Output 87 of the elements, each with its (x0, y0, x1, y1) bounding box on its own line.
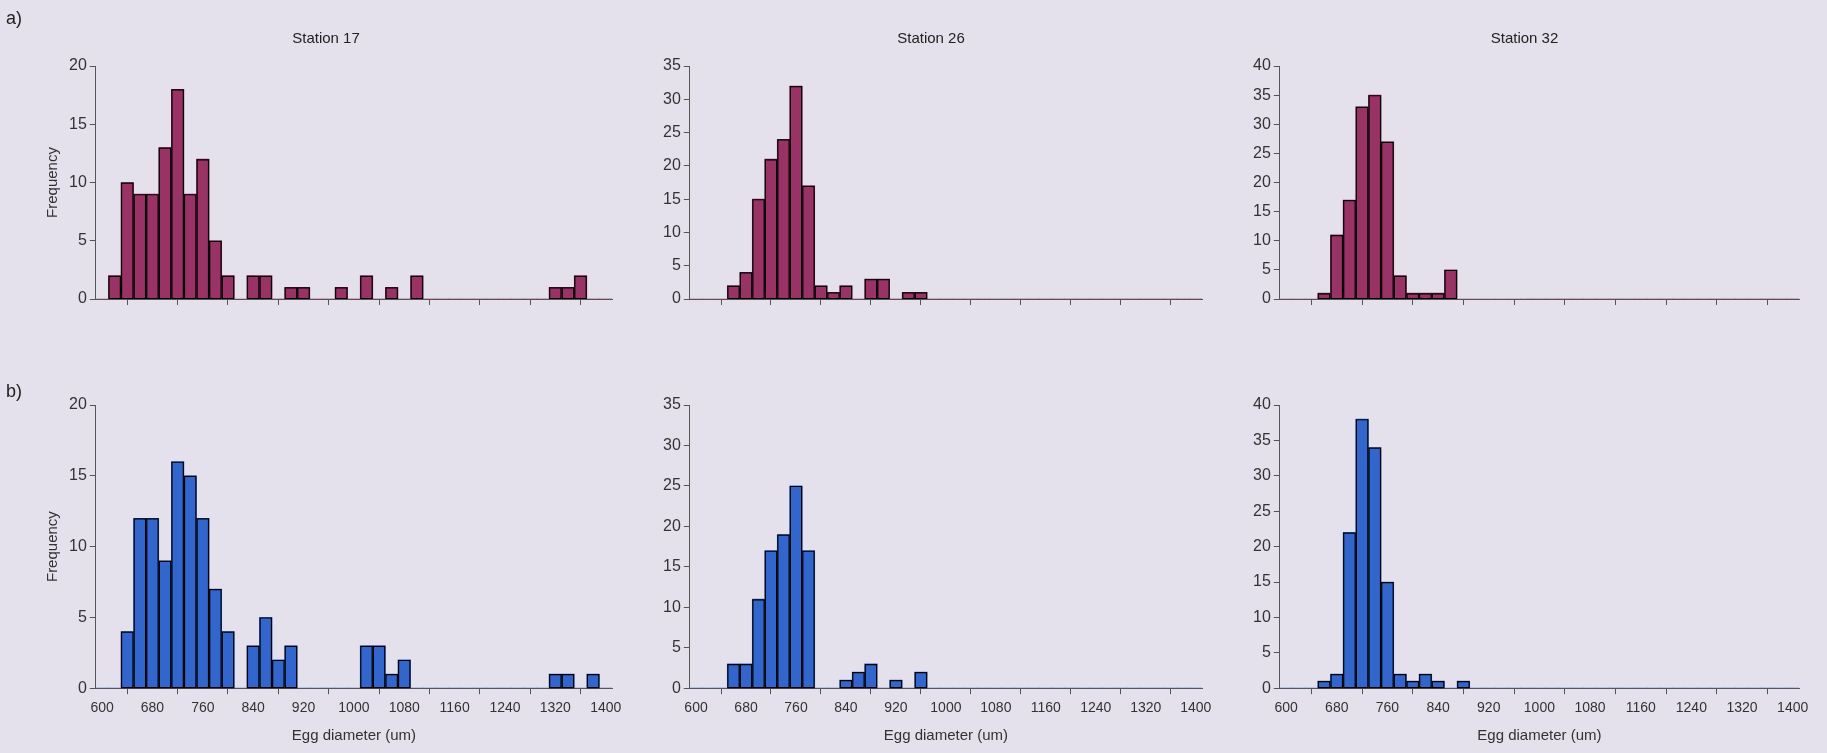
x-tick-label: 1080 (1574, 699, 1606, 716)
x-tick-label: 1240 (1080, 699, 1112, 716)
x-tick-label: 1000 (930, 699, 962, 716)
y-tick-label: 20 (663, 516, 681, 534)
x-tick-label: 1320 (539, 699, 572, 716)
y-tick-label: 0 (671, 678, 681, 696)
y-tick-label: 0 (77, 289, 87, 307)
x-axis-title: Egg diameter (um) (291, 726, 417, 744)
chart-title: Station 26 (897, 29, 965, 47)
chart-title: Station 17 (292, 29, 360, 47)
y-tick-label: 10 (663, 222, 681, 240)
y-tick-label: 0 (77, 678, 87, 696)
x-axis-title: Egg diameter (um) (883, 726, 1009, 744)
x-tick-label: 680 (734, 699, 758, 716)
y-tick-label: 15 (663, 557, 681, 575)
x-tick-label: 920 (291, 699, 316, 716)
y-tick-label: 15 (69, 114, 87, 132)
y-tick-label: 5 (77, 607, 87, 625)
y-tick-label: 35 (663, 395, 681, 413)
y-tick-label: 25 (1253, 501, 1271, 519)
x-tick-label: 680 (1325, 699, 1349, 716)
y-tick-label: 40 (1253, 56, 1271, 74)
x-tick-label: 600 (90, 699, 114, 716)
x-tick-label: 1080 (980, 699, 1012, 716)
y-tick-label: 25 (1253, 143, 1271, 161)
x-tick-label: 760 (1375, 699, 1400, 716)
y-tick-label: 0 (671, 289, 681, 307)
x-tick-label: 1400 (590, 699, 622, 716)
x-tick-label: 680 (140, 699, 165, 716)
y-tick-label: 15 (69, 466, 87, 484)
x-axis-title: Egg diameter (um) (1477, 726, 1602, 744)
y-tick-label: 20 (1253, 172, 1271, 190)
y-tick-label: 30 (1253, 114, 1271, 132)
x-tick-label: 1400 (1180, 699, 1212, 716)
y-tick-label: 15 (1253, 572, 1271, 590)
y-tick-label: 15 (1253, 202, 1271, 220)
x-tick-label: 1160 (439, 699, 470, 716)
y-tick-label: 5 (671, 638, 681, 656)
y-tick-label: 35 (1253, 85, 1271, 103)
y-tick-label: 30 (1253, 466, 1271, 484)
y-tick-label: 20 (663, 156, 681, 174)
x-tick-label: 1160 (1625, 699, 1656, 716)
x-tick-label: 600 (1274, 699, 1299, 716)
text: b) (6, 380, 23, 401)
x-tick-label: 1320 (1726, 699, 1758, 716)
y-tick-label: 30 (663, 89, 681, 107)
x-tick-label: 840 (1426, 699, 1450, 716)
x-tick-label: 1240 (1675, 699, 1708, 716)
x-tick-label: 760 (784, 699, 808, 716)
y-tick-label: 0 (1261, 289, 1271, 307)
y-tick-label: 10 (69, 537, 87, 555)
y-tick-label: 30 (663, 435, 681, 453)
y-tick-label: 5 (1261, 643, 1271, 661)
x-tick-label: 1160 (1030, 699, 1062, 716)
y-axis-title: Frequency (43, 146, 61, 218)
x-tick-label: 760 (191, 699, 215, 716)
y-axis-title: Frequency (43, 510, 61, 583)
x-tick-label: 840 (834, 699, 858, 716)
y-tick-label: 20 (69, 56, 87, 74)
y-tick-label: 20 (69, 395, 87, 413)
x-tick-label: 920 (1477, 699, 1501, 716)
y-tick-label: 0 (1261, 678, 1271, 696)
y-tick-label: 40 (1253, 395, 1271, 413)
x-tick-label: 1320 (1130, 699, 1162, 716)
y-tick-label: 5 (1261, 260, 1271, 278)
x-tick-label: 1080 (388, 699, 421, 716)
y-tick-label: 20 (1253, 537, 1271, 555)
text: a) (6, 7, 23, 28)
x-tick-label: 600 (684, 699, 708, 716)
chart-title: Station 32 (1490, 29, 1559, 47)
x-tick-label: 1240 (489, 699, 521, 716)
y-tick-label: 10 (663, 597, 681, 615)
y-tick-label: 35 (663, 56, 681, 74)
x-tick-label: 1000 (1523, 699, 1556, 716)
y-tick-label: 10 (1253, 607, 1271, 625)
y-tick-label: 5 (77, 231, 87, 249)
y-tick-label: 5 (671, 256, 681, 274)
y-tick-label: 10 (1253, 231, 1271, 249)
x-tick-label: 1400 (1777, 699, 1809, 716)
y-tick-label: 35 (1253, 430, 1271, 448)
x-tick-label: 840 (241, 699, 266, 716)
y-tick-label: 25 (663, 476, 681, 494)
x-tick-label: 920 (884, 699, 908, 716)
y-tick-label: 10 (69, 172, 87, 190)
x-tick-label: 1000 (338, 699, 370, 716)
y-tick-label: 25 (663, 122, 681, 140)
y-tick-label: 15 (663, 189, 681, 207)
